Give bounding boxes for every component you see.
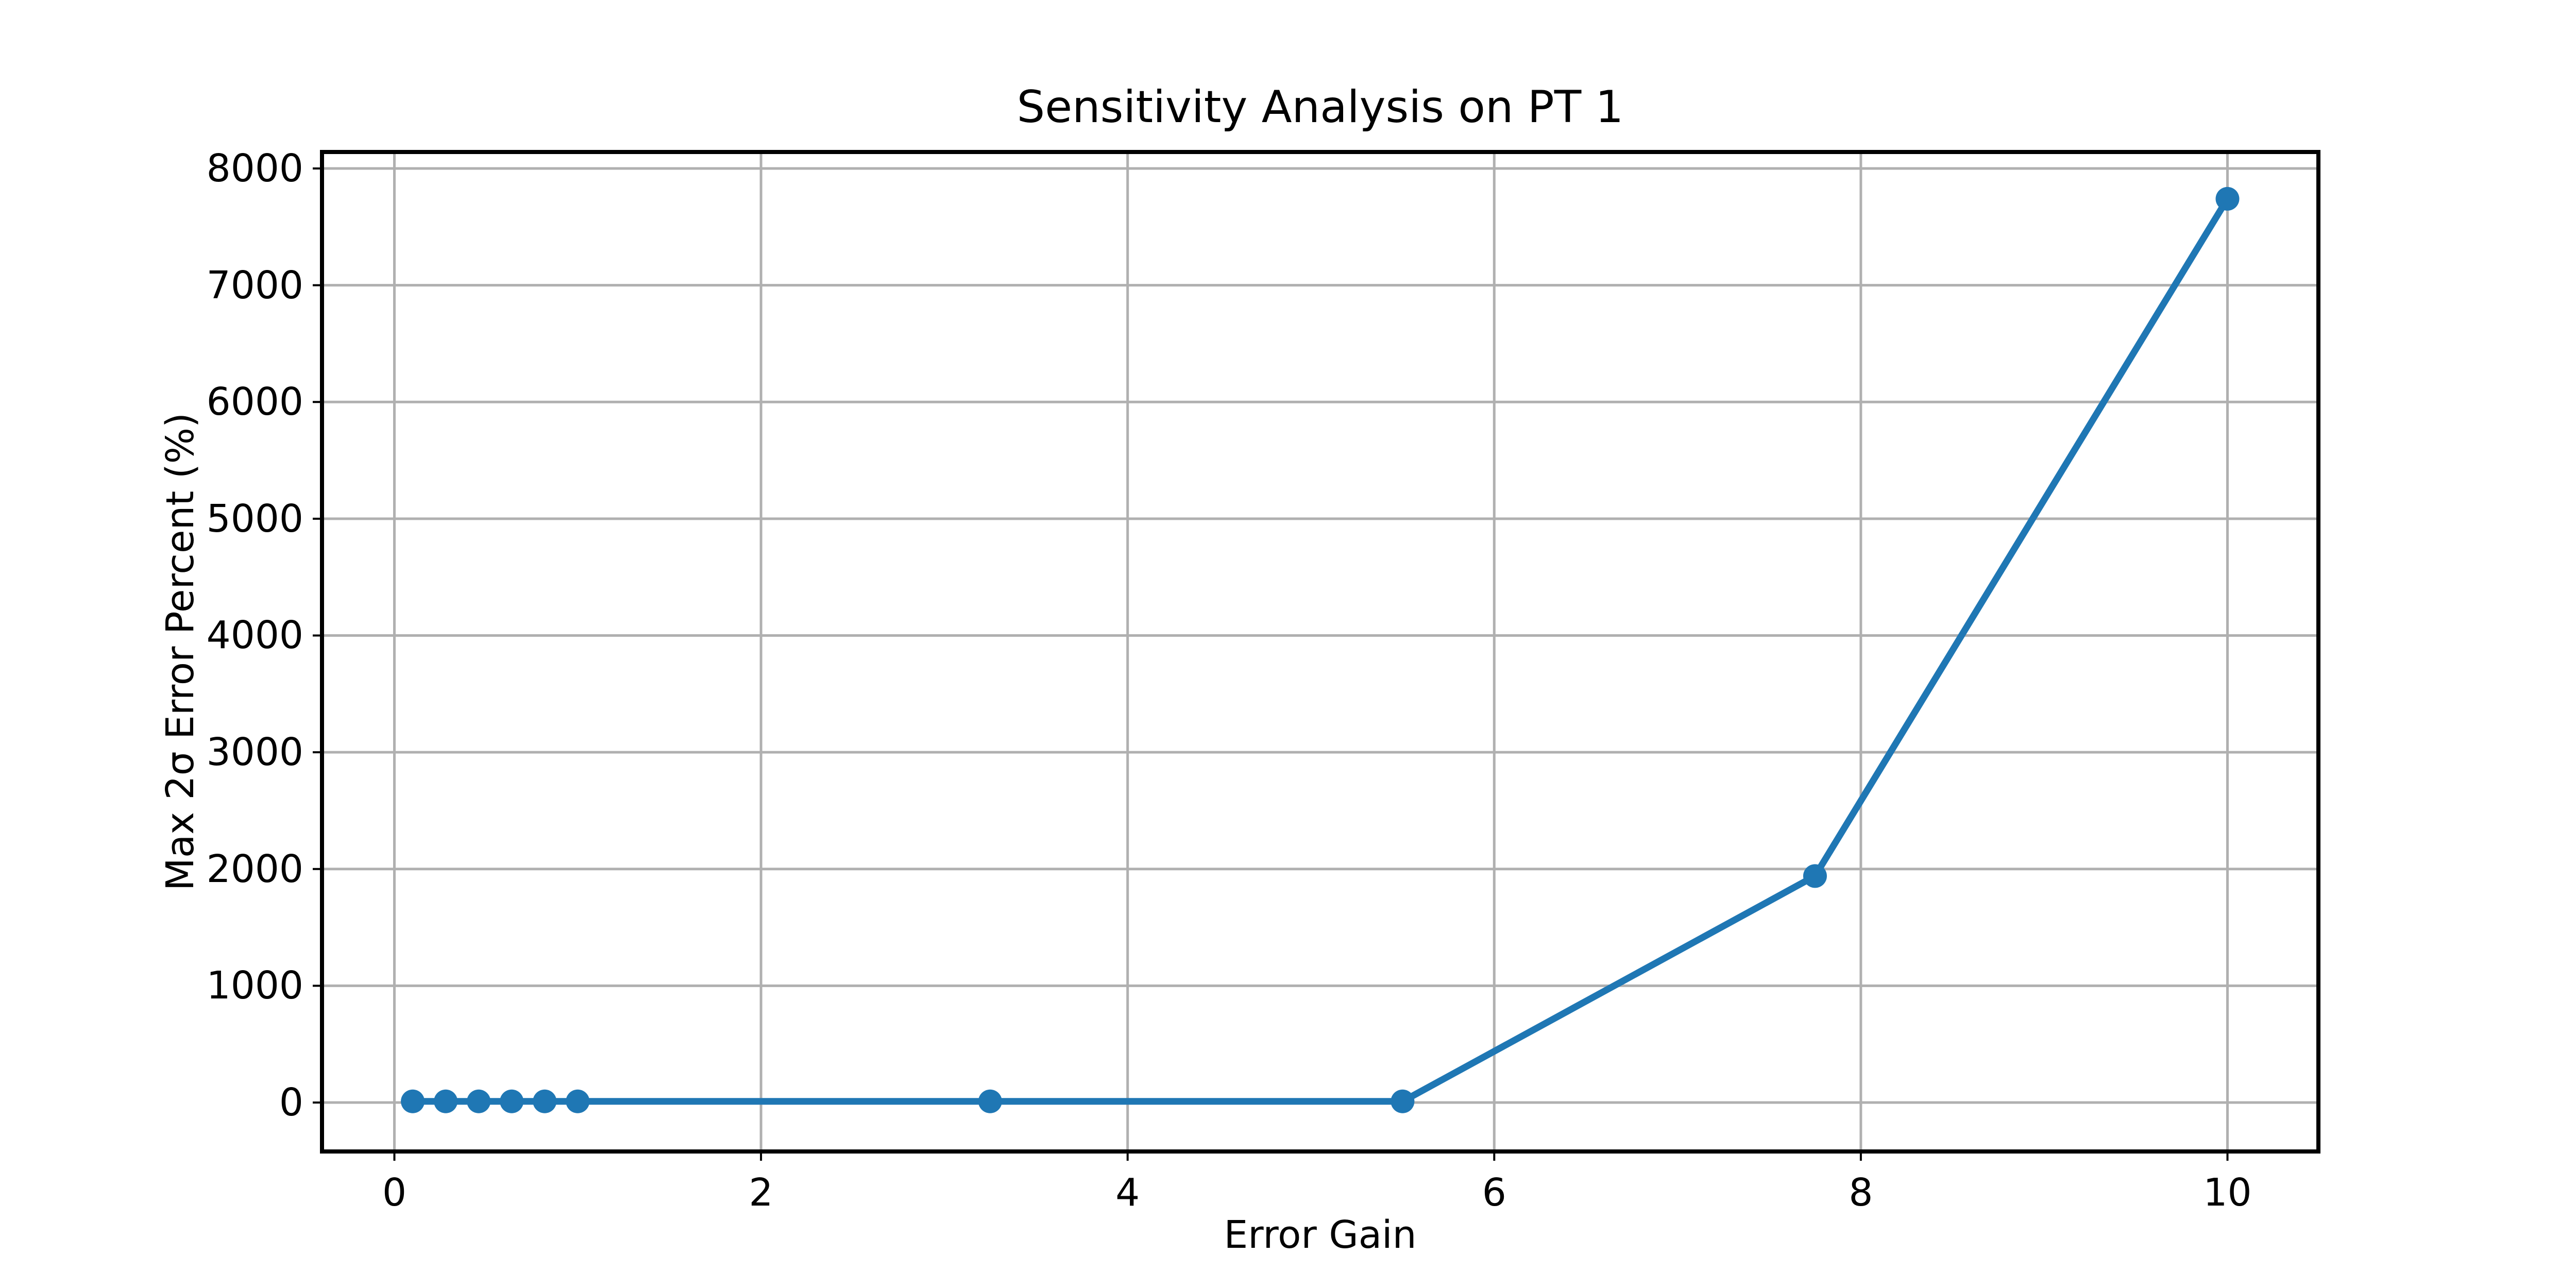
y-tick-label: 6000	[206, 380, 303, 425]
data-point	[401, 1089, 425, 1113]
data-point	[978, 1089, 1002, 1113]
data-point	[1803, 864, 1827, 888]
y-tick-label: 0	[279, 1080, 303, 1125]
y-tick-label: 8000	[206, 146, 303, 191]
y-tick-label: 1000	[206, 963, 303, 1008]
x-tick-label: 2	[749, 1171, 773, 1215]
data-point	[533, 1089, 557, 1113]
y-axis-label: Max 2σ Error Percent (%)	[158, 413, 202, 891]
y-tick-label: 4000	[206, 613, 303, 658]
data-point	[2215, 187, 2240, 211]
data-point	[467, 1089, 491, 1113]
x-tick-label: 8	[1849, 1171, 1873, 1215]
y-tick-label: 5000	[206, 496, 303, 541]
x-axis-label: Error Gain	[1224, 1213, 1417, 1257]
x-tick-label: 10	[2203, 1171, 2252, 1215]
y-tick-label: 7000	[206, 263, 303, 308]
data-line	[409, 195, 2231, 1105]
data-point	[566, 1089, 590, 1113]
x-tick-label: 4	[1115, 1171, 1140, 1215]
y-tick-label: 3000	[206, 730, 303, 775]
y-tick-label: 2000	[206, 846, 303, 891]
data-point	[1391, 1089, 1415, 1113]
axes-spines	[320, 150, 2320, 1154]
chart-title: Sensitivity Analysis on PT 1	[1016, 81, 1624, 133]
x-tick-label: 0	[382, 1171, 407, 1215]
data-point	[500, 1089, 524, 1113]
data-point	[434, 1089, 458, 1113]
x-tick-label: 6	[1482, 1171, 1506, 1215]
